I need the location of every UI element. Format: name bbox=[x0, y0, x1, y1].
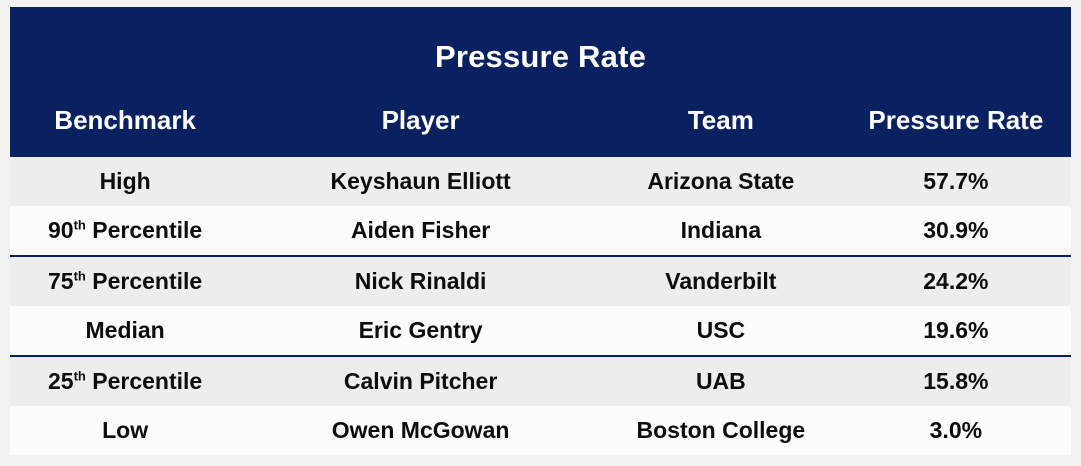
column-header-player: Player bbox=[381, 104, 460, 135]
benchmark-cell: High bbox=[10, 168, 240, 195]
table-row-75th-percentile: 75th Percentile Nick Rinaldi Vanderbilt … bbox=[10, 255, 1071, 306]
benchmark-text: 75 bbox=[48, 268, 74, 294]
team-cell: Vanderbilt bbox=[665, 268, 777, 294]
player-cell: Keyshaun Elliott bbox=[330, 168, 511, 194]
benchmark-text-rest: Percentile bbox=[85, 368, 203, 394]
player-cell: Eric Gentry bbox=[358, 317, 483, 343]
pressure-rate-cell: 57.7% bbox=[923, 168, 989, 194]
pressure-rate-cell: 24.2% bbox=[923, 268, 989, 294]
benchmark-superscript: th bbox=[73, 368, 86, 384]
benchmark-cell: Low bbox=[10, 417, 240, 444]
team-cell: UAB bbox=[695, 368, 746, 394]
benchmark-cell: Median bbox=[10, 317, 240, 344]
team-cell: Boston College bbox=[636, 417, 806, 443]
benchmark-cell: 90th Percentile bbox=[10, 217, 240, 244]
column-header-team: Team bbox=[687, 104, 754, 135]
table-row-low: Low Owen McGowan Boston College 3.0% bbox=[10, 406, 1071, 455]
player-cell: Aiden Fisher bbox=[350, 217, 491, 243]
player-cell: Owen McGowan bbox=[331, 417, 510, 443]
team-cell: USC bbox=[696, 317, 746, 343]
pressure-rate-cell: 15.8% bbox=[923, 368, 989, 394]
benchmark-superscript: th bbox=[73, 217, 86, 233]
pressure-rate-table: Pressure Rate Benchmark Player Team Pres… bbox=[10, 7, 1071, 455]
column-header-benchmark: Benchmark bbox=[54, 104, 196, 135]
pressure-rate-cell: 30.9% bbox=[923, 217, 989, 243]
table-title: Pressure Rate bbox=[434, 39, 647, 74]
benchmark-text: Median bbox=[85, 317, 165, 343]
player-cell: Calvin Pitcher bbox=[343, 368, 498, 394]
benchmark-cell: 25th Percentile bbox=[10, 368, 240, 395]
benchmark-text-rest: Percentile bbox=[85, 217, 203, 243]
player-cell: Nick Rinaldi bbox=[354, 268, 487, 294]
column-header-row: Benchmark Player Team Pressure Rate bbox=[10, 93, 1071, 157]
table-body: High Keyshaun Elliott Arizona State 57.7… bbox=[10, 157, 1071, 455]
team-cell: Arizona State bbox=[647, 168, 795, 194]
team-cell: Indiana bbox=[680, 217, 762, 243]
benchmark-superscript: th bbox=[73, 268, 86, 284]
benchmark-text: 25 bbox=[48, 368, 74, 394]
table-row-90th-percentile: 90th Percentile Aiden Fisher Indiana 30.… bbox=[10, 206, 1071, 255]
benchmark-text: High bbox=[99, 168, 151, 194]
table-header: Pressure Rate Benchmark Player Team Pres… bbox=[10, 7, 1071, 157]
benchmark-cell: 75th Percentile bbox=[10, 268, 240, 295]
benchmark-text-rest: Percentile bbox=[85, 268, 203, 294]
pressure-rate-cell: 19.6% bbox=[923, 317, 989, 343]
benchmark-text: Low bbox=[102, 417, 149, 443]
benchmark-text: 90 bbox=[48, 217, 74, 243]
table-row-high: High Keyshaun Elliott Arizona State 57.7… bbox=[10, 157, 1071, 206]
table-row-25th-percentile: 25th Percentile Calvin Pitcher UAB 15.8% bbox=[10, 355, 1071, 406]
pressure-rate-cell: 3.0% bbox=[929, 417, 983, 443]
table-row-median: Median Eric Gentry USC 19.6% bbox=[10, 306, 1071, 355]
column-header-pressure-rate: Pressure Rate bbox=[868, 104, 1044, 135]
